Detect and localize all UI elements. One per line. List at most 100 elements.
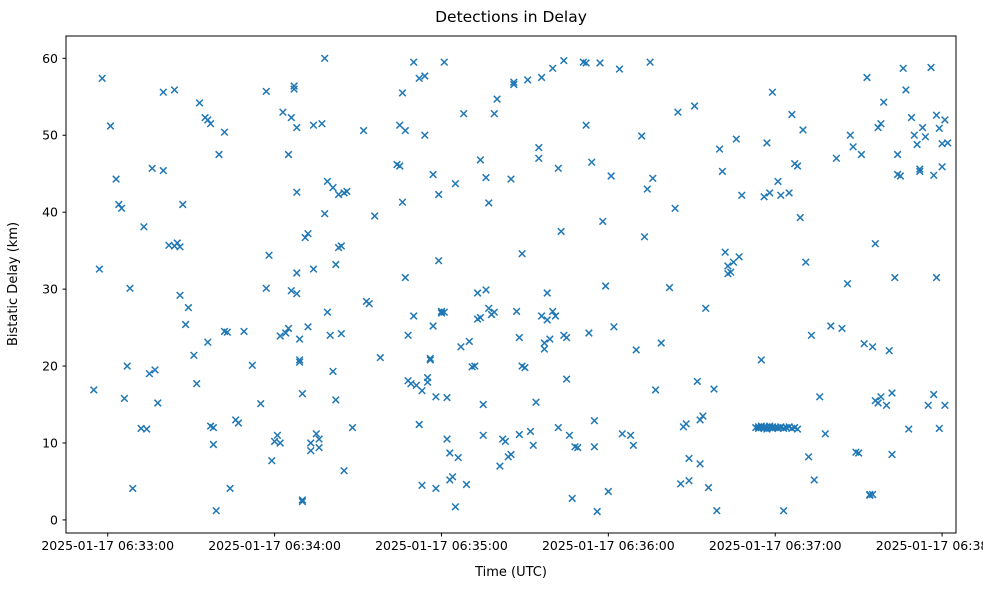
- scatter-marker: [801, 258, 810, 267]
- scatter-marker: [323, 308, 332, 317]
- scatter-marker: [234, 419, 243, 427]
- scatter-marker: [443, 393, 451, 402]
- scatter-marker: [420, 72, 429, 80]
- scatter-marker: [329, 183, 337, 192]
- scatter-marker: [473, 289, 482, 297]
- scatter-marker: [590, 442, 599, 451]
- scatter-marker: [554, 423, 563, 432]
- scatter-marker: [281, 329, 290, 337]
- scatter-marker: [724, 262, 732, 270]
- scatter-marker: [292, 123, 301, 132]
- scatter-marker: [426, 356, 435, 364]
- scatter-marker: [674, 108, 682, 117]
- y-tick-label: 20: [42, 359, 58, 374]
- y-tick-label: 10: [42, 435, 58, 450]
- scatter-marker: [618, 429, 627, 438]
- scatter-marker: [760, 192, 768, 201]
- scatter-marker: [470, 362, 479, 370]
- scatter-marker: [395, 162, 404, 170]
- scatter-marker: [315, 443, 323, 452]
- y-axis-label: Bistatic Delay (km): [6, 222, 21, 346]
- scatter-marker: [290, 82, 298, 90]
- scatter-marker: [337, 242, 346, 250]
- scatter-marker: [715, 145, 724, 153]
- scatter-marker: [721, 248, 730, 257]
- scatter-marker: [768, 88, 777, 97]
- scatter-marker: [701, 304, 710, 313]
- scatter-marker: [370, 212, 379, 220]
- scatter-marker: [593, 507, 602, 516]
- scatter-marker: [518, 249, 526, 258]
- scatter-marker: [142, 425, 151, 433]
- scatter-marker: [195, 99, 204, 107]
- scatter-marker: [537, 73, 546, 82]
- scatter-marker: [799, 126, 807, 134]
- scatter-marker: [287, 113, 296, 122]
- scatter-marker: [443, 435, 451, 443]
- scatter-marker: [629, 441, 638, 450]
- scatter-marker: [262, 87, 271, 96]
- scatter-marker: [551, 312, 560, 320]
- scatter-marker: [885, 346, 894, 355]
- scatter-marker: [365, 299, 374, 308]
- scatter-marker: [568, 494, 577, 503]
- scatter-marker: [941, 116, 949, 124]
- scatter-marker: [927, 63, 935, 72]
- x-axis-label: Time (UTC): [474, 565, 547, 580]
- scatter-marker: [420, 131, 429, 140]
- scatter-marker: [554, 164, 563, 173]
- scatter-marker: [540, 339, 549, 347]
- scatter-marker: [924, 401, 933, 410]
- scatter-marker: [626, 431, 635, 440]
- scatter-marker: [838, 324, 846, 333]
- scatter-marker: [440, 308, 449, 317]
- scatter-marker: [123, 362, 132, 370]
- scatter-marker: [598, 217, 607, 226]
- scatter-marker: [929, 171, 938, 180]
- scatter-marker: [273, 431, 282, 440]
- scatter-marker: [265, 251, 273, 260]
- scatter-marker: [318, 119, 326, 128]
- scatter-marker: [610, 322, 618, 331]
- scatter-marker: [462, 480, 471, 489]
- scatter-marker: [340, 466, 348, 475]
- scatter-marker: [306, 439, 315, 447]
- scatter-marker: [543, 289, 552, 297]
- x-tick-label: 2025-01-17 06:33:00: [41, 538, 174, 553]
- scatter-marker: [126, 284, 134, 293]
- scatter-marker: [398, 89, 407, 97]
- y-tick-label: 50: [42, 128, 58, 143]
- scatter-marker: [779, 506, 788, 515]
- scatter-marker: [153, 399, 162, 407]
- scatter-marker: [226, 484, 234, 493]
- scatter-marker: [932, 273, 941, 282]
- scatter-marker: [537, 312, 546, 320]
- scatter-marker: [429, 170, 437, 179]
- scatter-marker: [337, 329, 346, 338]
- scatter-marker: [726, 268, 735, 277]
- scatter-marker: [298, 497, 307, 506]
- scatter-marker: [415, 74, 424, 83]
- scatter-marker: [415, 420, 424, 429]
- scatter-marker: [546, 335, 554, 343]
- scatter-marker: [279, 108, 287, 117]
- scatter-marker: [632, 346, 641, 354]
- scatter-marker: [712, 506, 721, 515]
- scatter-marker: [89, 386, 98, 394]
- scatter-marker: [256, 399, 265, 408]
- scatter-marker: [359, 126, 368, 135]
- scatter-marker: [596, 59, 604, 67]
- scatter-marker: [181, 320, 190, 329]
- scatter-marker: [343, 187, 351, 196]
- scatter-marker: [877, 392, 885, 401]
- scatter-marker: [476, 156, 485, 164]
- scatter-marker: [921, 132, 930, 141]
- scatter-marker: [348, 423, 357, 432]
- scatter-marker: [270, 437, 279, 446]
- scatter-marker: [776, 191, 785, 200]
- scatter-marker: [457, 342, 465, 351]
- scatter-marker: [582, 59, 590, 67]
- scatter-marker: [434, 190, 443, 199]
- scatter-marker: [788, 110, 796, 119]
